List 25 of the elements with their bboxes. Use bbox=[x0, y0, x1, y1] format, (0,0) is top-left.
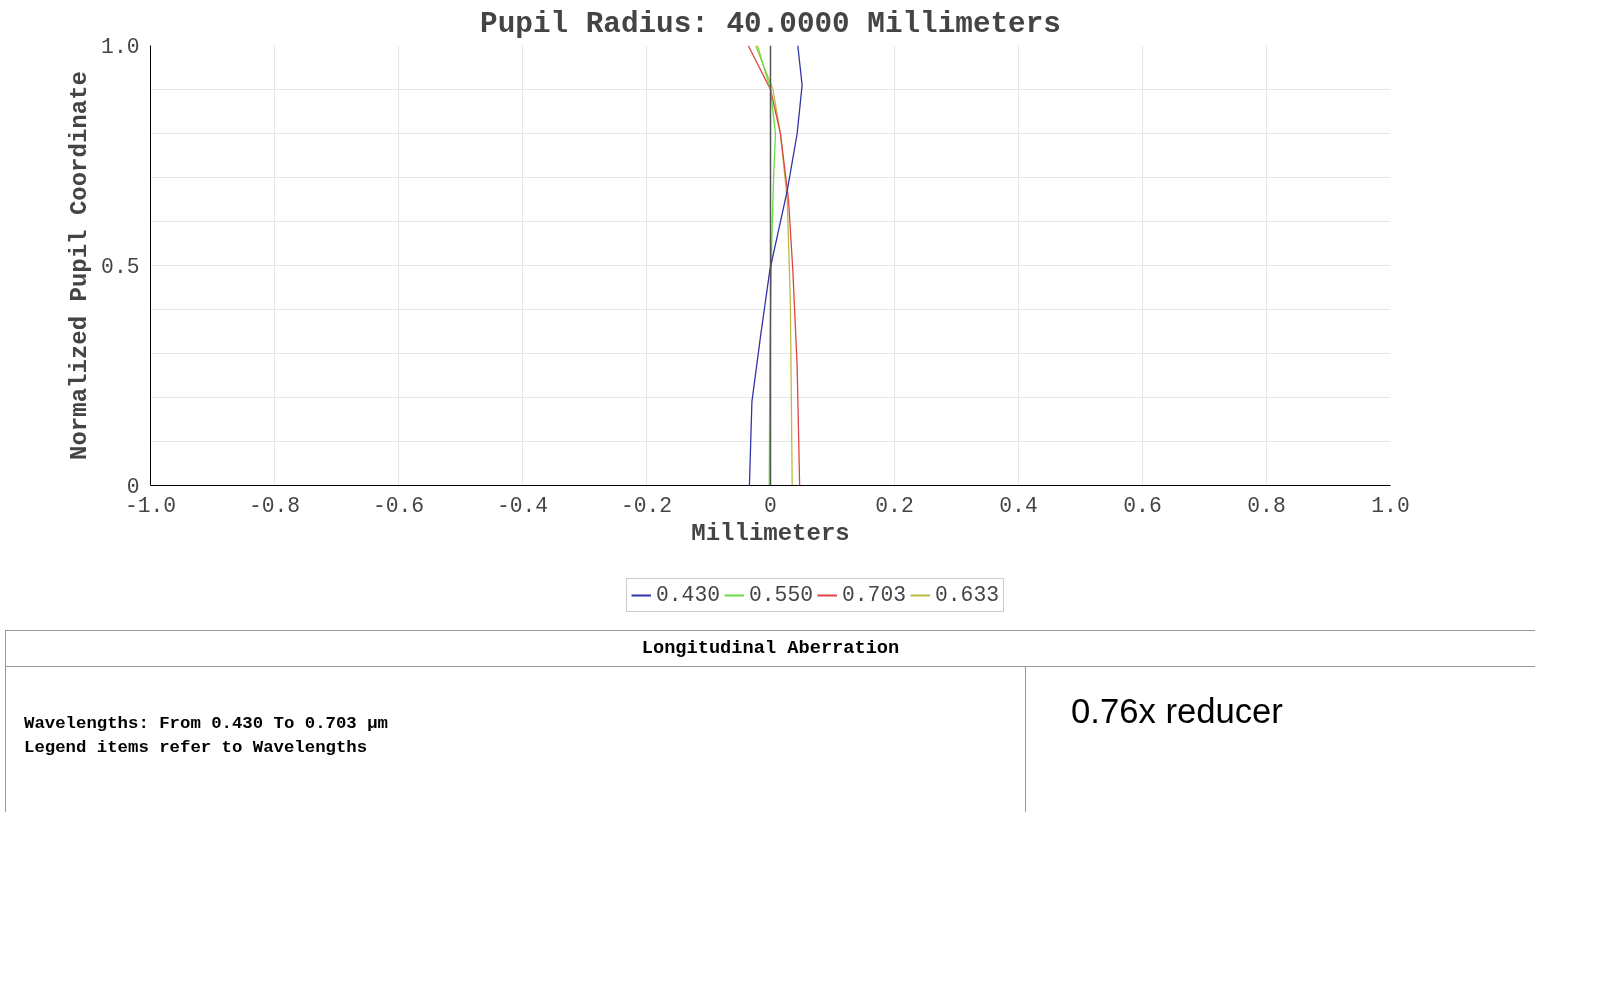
text: Legend items refer to Wavelengths bbox=[24, 738, 368, 758]
x-tick-label: 0.6 bbox=[1123, 493, 1162, 518]
x-tick-label: 0.8 bbox=[1247, 493, 1286, 518]
x-tick-label: -0.6 bbox=[372, 493, 425, 518]
line-series bbox=[754, 45, 793, 486]
x-tick-label: -0.2 bbox=[620, 493, 673, 518]
x-tick-label: 0.2 bbox=[875, 493, 914, 518]
x-tick-label: 0.4 bbox=[999, 493, 1038, 518]
x-tick-label: -0.8 bbox=[248, 493, 301, 518]
text: Wavelengths: From 0.430 To 0.703 µm bbox=[24, 713, 388, 733]
line-series bbox=[756, 45, 777, 486]
x-tick-label: 0 bbox=[764, 493, 777, 518]
legend-label: 0.633 bbox=[935, 583, 999, 607]
text: Longitudinal Aberration bbox=[6, 631, 1535, 667]
x-tick-label: 1.0 bbox=[1371, 493, 1410, 518]
x-axis-title: Millimeters bbox=[691, 519, 850, 547]
legend-label: 0.703 bbox=[842, 583, 906, 607]
legend-label: 0.550 bbox=[749, 583, 813, 607]
x-tick-label: -0.4 bbox=[496, 493, 549, 518]
text: 0.76x reducer bbox=[1070, 690, 1284, 732]
y-tick-label: 1.0 bbox=[101, 35, 140, 59]
legend-label: 0.430 bbox=[656, 583, 720, 607]
chart-title: Pupil Radius: 40.0000 Millimeters bbox=[480, 7, 1061, 41]
y-tick-label: 0.5 bbox=[101, 255, 140, 279]
y-axis-title: Normalized Pupil Coordinate bbox=[66, 71, 94, 460]
